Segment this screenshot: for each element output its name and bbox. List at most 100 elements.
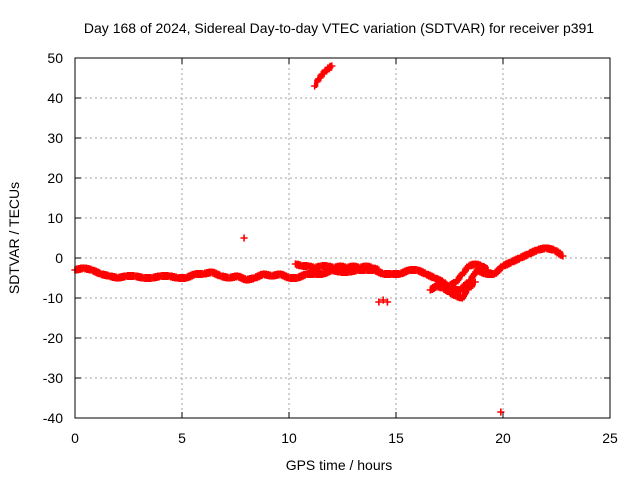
data-point-fill: [548, 245, 552, 253]
x-tick-label: 25: [602, 430, 618, 446]
data-point-fill: [321, 69, 325, 78]
data-point-fill: [206, 269, 210, 277]
data-point: [240, 234, 248, 242]
y-tick-label: 40: [47, 90, 63, 106]
data-point-fill: [86, 265, 90, 273]
data-point-fill: [444, 286, 448, 294]
data-point-fill: [366, 262, 370, 271]
data-point-fill: [103, 271, 107, 279]
data-point-fill: [402, 268, 406, 277]
y-tick-label: -40: [43, 410, 63, 426]
series-secondary-band: [291, 260, 383, 274]
data-point: [484, 266, 492, 274]
data-point-fill: [392, 270, 396, 278]
data-point-fill: [511, 257, 515, 266]
y-tick-label: 0: [55, 250, 63, 266]
data-point-fill: [433, 283, 437, 291]
data-point-fill: [474, 267, 478, 276]
data-point-fill: [403, 267, 407, 276]
data-point-fill: [466, 285, 470, 294]
data-point-fill: [266, 271, 270, 279]
data-point-fill: [438, 276, 442, 285]
data-point-fill: [324, 66, 328, 75]
data-point-fill: [500, 263, 504, 272]
data-point-fill: [504, 260, 508, 269]
data-point-fill: [456, 292, 460, 301]
data-point-fill: [282, 271, 286, 280]
data-point-fill: [353, 262, 357, 271]
data-point-fill: [284, 272, 288, 281]
data-point-fill: [465, 263, 469, 272]
data-point-fill: [256, 272, 260, 281]
data-point: [383, 298, 392, 306]
data-point-fill: [248, 275, 252, 283]
data-point-fill: [92, 266, 96, 275]
data-point-fill: [301, 271, 305, 280]
plot-frame: [74, 57, 611, 419]
data-points: [71, 62, 567, 416]
data-point-fill: [169, 272, 173, 281]
data-point-fill: [315, 263, 319, 272]
data-point-fill: [296, 260, 300, 269]
data-point-fill: [417, 266, 421, 275]
data-point-fill: [274, 271, 278, 279]
data-point-fill: [188, 272, 192, 281]
y-tick-label: 20: [47, 170, 63, 186]
data-point-fill: [302, 262, 306, 270]
data-point-fill: [343, 268, 347, 276]
data-point-fill: [554, 247, 558, 256]
data-point-fill: [189, 271, 193, 280]
data-point-fill: [481, 263, 485, 271]
data-point-fill: [127, 272, 130, 280]
data-point-fill: [95, 268, 99, 277]
data-point-fill: [254, 273, 258, 282]
data-point-fill: [237, 272, 241, 281]
data-point-fill: [197, 270, 201, 278]
data-point-fill: [246, 275, 250, 284]
y-tick-label: 30: [47, 130, 63, 146]
data-point-fill: [101, 270, 105, 279]
data-point-fill: [486, 270, 490, 278]
data-point-fill: [454, 286, 458, 294]
data-point-fill: [472, 279, 476, 288]
data-point-fill: [215, 270, 219, 279]
data-point-fill: [452, 279, 456, 287]
data-point-fill: [334, 263, 338, 272]
data-point-fill: [135, 272, 139, 281]
data-point-fill: [84, 264, 88, 273]
data-point-fill: [427, 271, 431, 280]
data-point-fill: [475, 260, 479, 269]
data-point: [375, 266, 383, 274]
data-point-fill: [144, 274, 148, 282]
data-point-fill: [178, 274, 182, 282]
data-point-fill: [400, 269, 404, 278]
data-point-fill: [129, 272, 133, 280]
series-outliers: [240, 234, 505, 416]
data-point-fill: [315, 270, 319, 278]
data-point-fill: [520, 253, 524, 262]
data-point-fill: [326, 267, 330, 276]
data-point-fill: [323, 269, 327, 278]
data-point-fill: [409, 266, 413, 274]
data-point-fill: [449, 289, 453, 297]
data-point-fill: [306, 270, 310, 278]
data-point-fill: [212, 268, 216, 277]
data-point-fill: [315, 78, 319, 86]
data-point-fill: [530, 248, 534, 257]
data-point-fill: [437, 282, 441, 291]
data-point-fill: [239, 273, 243, 282]
data-point-fill: [523, 251, 527, 260]
data-point-fill: [308, 270, 312, 278]
data-point-fill: [109, 272, 113, 281]
data-point-fill: [299, 272, 303, 281]
data-point-fill: [195, 270, 199, 278]
data-point-fill: [532, 247, 536, 256]
data-point-fill: [556, 248, 560, 257]
series-lower-branch: [426, 278, 479, 302]
data-point-fill: [118, 273, 122, 282]
data-point-fill: [546, 244, 550, 253]
data-point-fill: [341, 268, 344, 276]
data-point-fill: [426, 270, 430, 279]
data-point-fill: [443, 285, 447, 293]
data-point-fill: [146, 274, 150, 282]
